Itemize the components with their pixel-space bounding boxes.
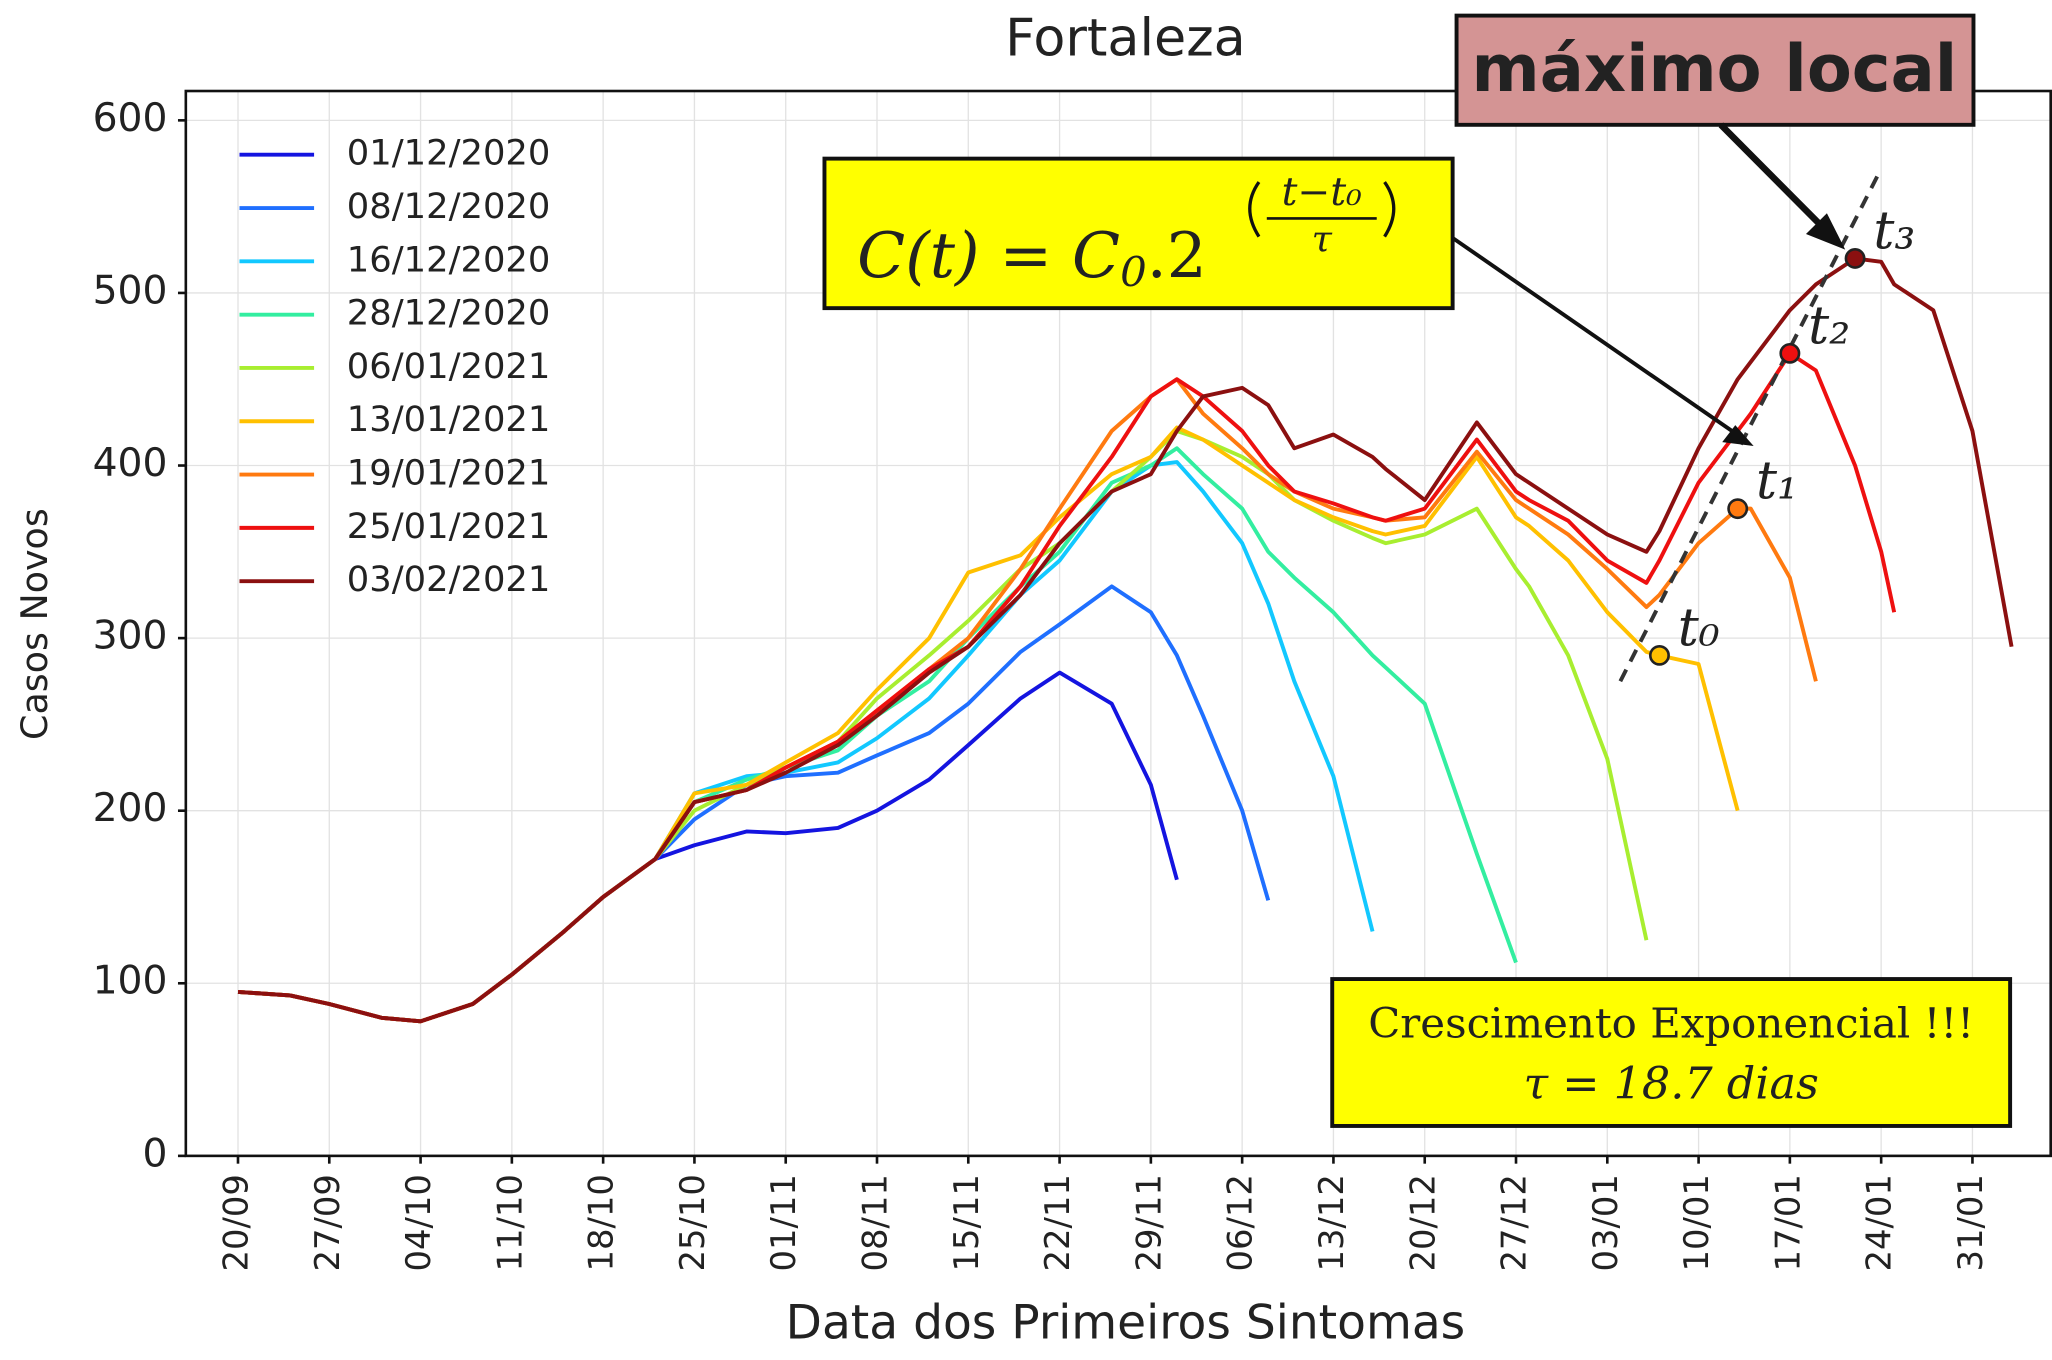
marker-label: t₀ [1678, 599, 1720, 659]
legend: 01/12/2020 08/12/2020 16/12/2020 28/12/2020… [239, 133, 550, 600]
x-tick-label: 20/12 [1403, 1174, 1442, 1271]
y-tick-label: 500 [93, 269, 168, 314]
arrow-head [1805, 213, 1846, 250]
marker [1779, 342, 1801, 364]
legend-label: 06/01/2021 [347, 346, 551, 387]
legend-label: 16/12/2020 [347, 239, 551, 280]
x-tick-label: 11/10 [490, 1174, 529, 1271]
x-tick-label: 24/01 [1860, 1174, 1899, 1271]
marker-label: t₂ [1808, 297, 1850, 357]
x-tick-label: 20/09 [216, 1174, 255, 1271]
x-tick-label: 15/11 [947, 1174, 986, 1271]
marker-label: t₃ [1873, 202, 1915, 262]
marker [1844, 248, 1866, 269]
x-tick-label: 13/12 [1312, 1174, 1351, 1271]
legend-label: 25/01/2021 [347, 506, 551, 547]
growth-box [1330, 977, 2013, 1128]
legend-label: 19/01/2021 [347, 453, 551, 494]
marker-label: t₁ [1756, 452, 1798, 512]
formula-subscript: 0 [1120, 247, 1147, 296]
chart-title: Fortaleza [1005, 9, 1246, 69]
legend-label: 28/12/2020 [347, 293, 551, 334]
legend-label: 03/02/2021 [347, 559, 551, 600]
growth-title: Crescimento Exponencial !!! [1368, 999, 1974, 1048]
x-tick-label: 08/11 [855, 1174, 894, 1271]
y-axis-label: Casos Novos [13, 508, 56, 740]
y-tick-label: 400 [93, 441, 168, 486]
peak-label: máximo local [1472, 31, 1958, 107]
y-tick-label: 300 [93, 614, 168, 659]
formula-numerator: t−t₀ [1282, 170, 1362, 215]
marker [1648, 644, 1670, 666]
x-tick-label: 01/11 [764, 1174, 803, 1271]
x-tick-label: 17/01 [1768, 1174, 1807, 1271]
x-tick-label: 22/11 [1038, 1174, 1077, 1271]
x-tick-label: 04/10 [399, 1174, 438, 1271]
x-tick-label: 31/01 [1951, 1174, 1990, 1271]
formula-base: .2 [1147, 219, 1207, 292]
series-line [237, 256, 2014, 1024]
x-tick-label: 25/10 [673, 1174, 712, 1271]
y-tick-label: 600 [93, 96, 168, 141]
y-tick-label: 100 [93, 959, 168, 1004]
formula-lhs: C(t) = C [857, 219, 1120, 292]
x-tick-label: 03/01 [1586, 1174, 1625, 1271]
legend-label: 01/12/2020 [347, 133, 551, 174]
marker [1727, 498, 1749, 520]
lines [237, 167, 2014, 1024]
markers: t₀ t₁ t₂ t₃ [1648, 202, 1915, 666]
plot-frame [184, 89, 2052, 1158]
y-tick-label: 200 [93, 786, 168, 831]
x-axis-label: Data dos Primeiros Sintomas [786, 1296, 1466, 1351]
x-tick-label: 27/09 [308, 1174, 347, 1271]
growth-tau: τ = 18.7 dias [1523, 1059, 1818, 1110]
legend-label: 13/01/2021 [347, 399, 551, 440]
arrow-head [1722, 425, 1754, 446]
x-tick-label: 06/12 [1221, 1174, 1260, 1271]
x-tick-label: 10/01 [1677, 1174, 1716, 1271]
x-tick-label: 18/10 [582, 1174, 621, 1271]
trend-line [1618, 167, 1883, 683]
peak-box [1454, 13, 1976, 127]
x-tick-label: 29/11 [1129, 1174, 1168, 1271]
formula-denominator: τ [1312, 217, 1333, 260]
formula-parens [1248, 181, 1396, 238]
formula-arrow [1451, 236, 1742, 439]
x-tick-label: 27/12 [1494, 1174, 1533, 1271]
formula: C(t) = C0.2 [857, 219, 1207, 296]
peak-arrow [1718, 122, 1832, 237]
formula-box [822, 156, 1455, 311]
y-tick-label: 0 [143, 1131, 168, 1176]
legend-label: 08/12/2020 [347, 186, 551, 227]
